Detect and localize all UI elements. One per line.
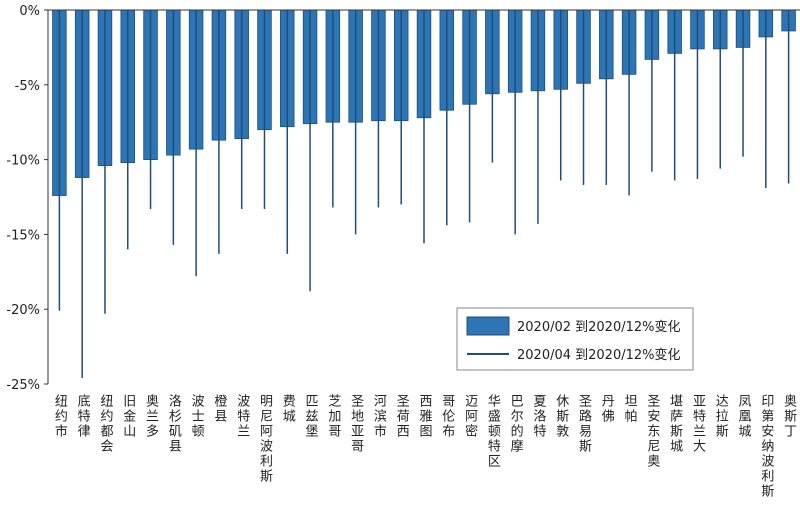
x-tick-label: 哥伦布 (439, 394, 455, 439)
x-tick-label: 西雅图 (417, 394, 433, 439)
x-tick-label: 波特兰 (234, 394, 250, 439)
x-tick-label: 凤凰城 (736, 394, 752, 439)
x-tick-label: 匹兹堡 (303, 394, 319, 439)
y-tick-label: -5% (15, 79, 40, 94)
y-tick-label: -20% (6, 303, 40, 318)
x-tick-label: 奥斯丁 (781, 394, 797, 439)
x-tick-label: 圣路易斯 (576, 394, 592, 454)
x-tick-label: 橙县 (211, 394, 227, 424)
x-tick-label: 底特律 (75, 393, 91, 439)
x-tick-label: 纽约都会 (97, 394, 113, 454)
x-tick-label: 芝加哥 (325, 393, 341, 439)
x-tick-label: 洛杉矶县 (166, 394, 182, 454)
x-tick-label: 亚特兰大 (690, 394, 706, 454)
y-tick-label: -15% (6, 228, 40, 243)
legend-label: 2020/04 到2020/12%变化 (517, 347, 681, 363)
x-tick-label: 圣安东尼奥 (644, 394, 660, 469)
legend-label: 2020/02 到2020/12%变化 (517, 319, 681, 335)
legend-swatch (466, 316, 510, 336)
x-tick-label: 旧金山 (120, 394, 135, 439)
x-tick-label: 达拉斯 (713, 394, 729, 439)
x-tick-label: 巴尔的摩 (508, 394, 524, 454)
x-tick-label: 印第安纳波利斯 (758, 394, 774, 499)
x-tick-label: 奥兰多 (143, 394, 159, 439)
x-tick-label: 费城 (280, 394, 296, 424)
x-tick-label: 夏洛特 (530, 394, 546, 439)
y-tick-label: 0% (19, 4, 40, 19)
y-tick-label: -10% (6, 154, 40, 169)
x-tick-label: 圣地亚哥 (348, 394, 364, 454)
x-tick-label: 华盛顿特区 (485, 394, 501, 469)
x-tick-label: 堪萨斯城 (667, 394, 683, 454)
x-tick-label: 波士顿 (189, 394, 205, 439)
x-tick-label: 迈阿密 (462, 394, 478, 439)
x-tick-label: 丹佛 (599, 394, 615, 424)
y-tick-label: -25% (6, 378, 40, 393)
x-tick-label: 纽约市 (52, 394, 67, 439)
x-tick-label: 河滨市 (371, 394, 387, 439)
x-tick-label: 坦帕 (622, 394, 638, 424)
x-tick-label: 休斯敦 (553, 394, 569, 439)
x-tick-label: 明尼阿波利斯 (257, 394, 273, 484)
x-tick-label: 圣荷西 (394, 394, 410, 439)
